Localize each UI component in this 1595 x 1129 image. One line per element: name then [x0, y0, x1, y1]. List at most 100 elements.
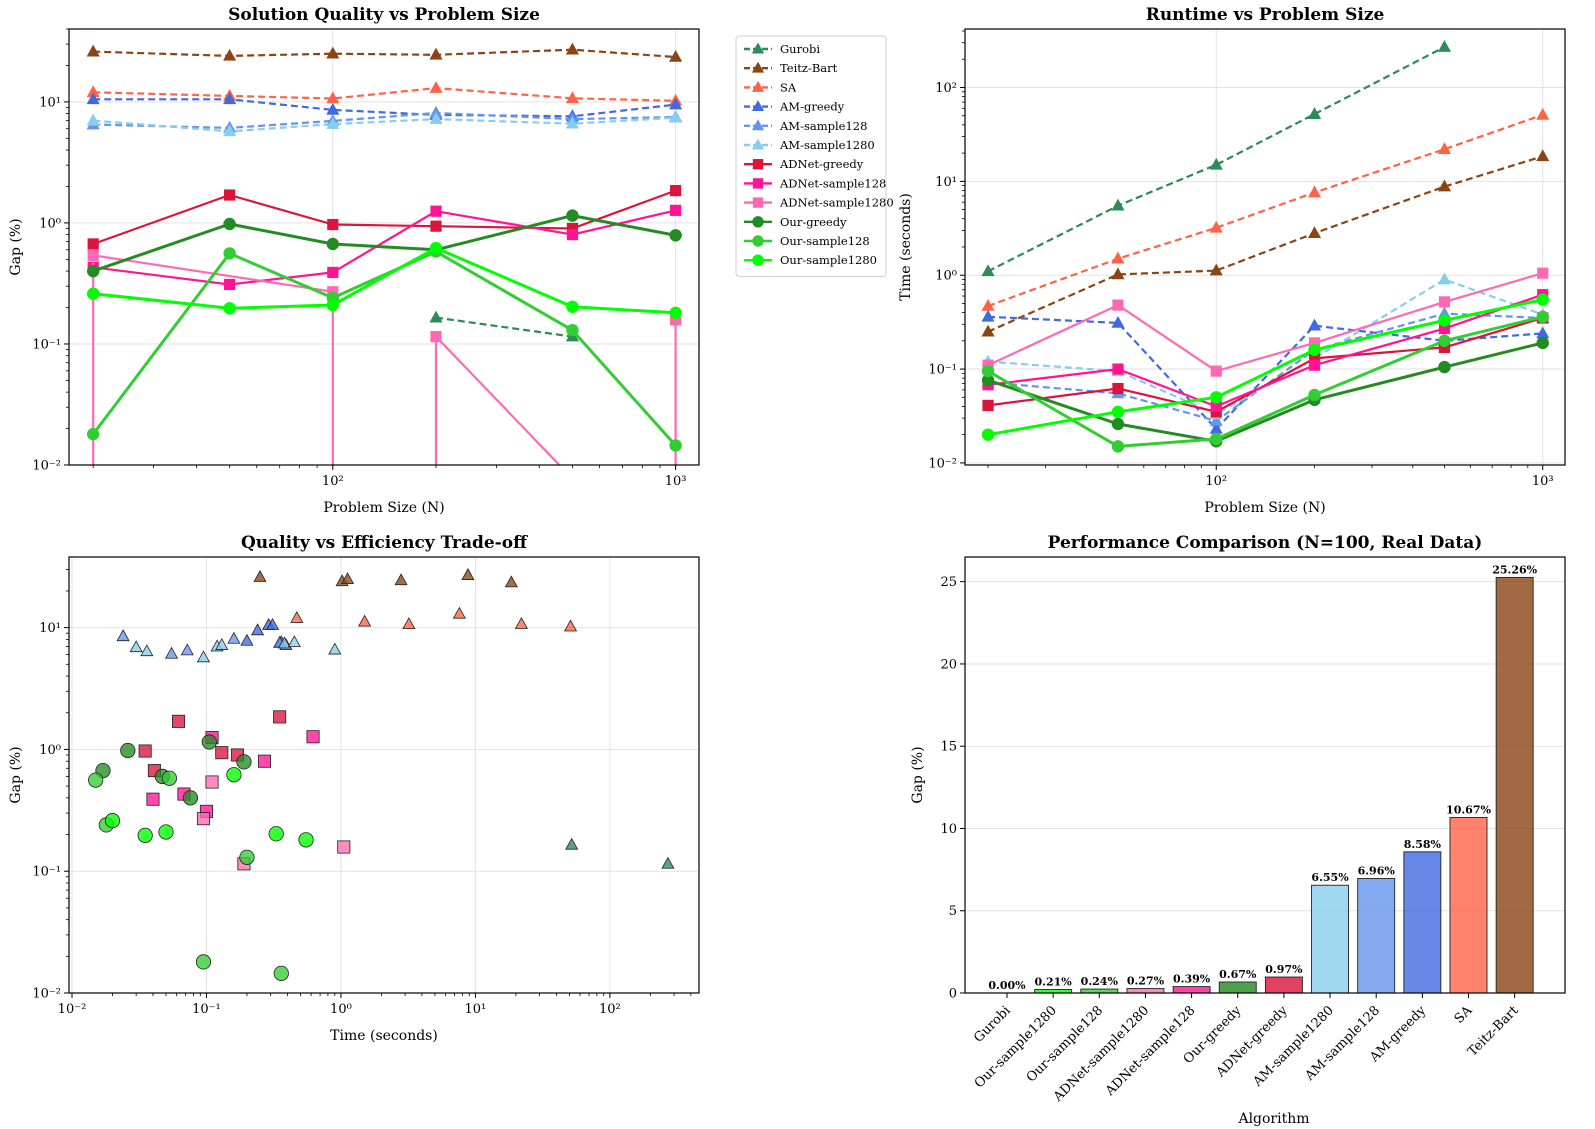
x-tick-label: SA	[1452, 1003, 1476, 1027]
legend-marker-our-sample1280	[752, 254, 764, 266]
runtime-y-axis-label: Time (seconds)	[898, 193, 914, 301]
series-line-am-sample128	[93, 111, 676, 130]
legend-label-adnet-greedy: ADNet-greedy	[779, 157, 864, 171]
data-point-our-sample1280	[981, 428, 995, 441]
scatter-point-our-greedy	[201, 734, 217, 750]
data-point-adnet-sample1280	[1210, 365, 1222, 377]
runtime-chart-title: Runtime vs Problem Size	[1146, 5, 1385, 25]
series-line-gurobi	[987, 46, 1446, 273]
data-point-gurobi	[981, 264, 995, 277]
data-point-am-sample1280	[429, 112, 443, 124]
series-line-adnet-sample128	[987, 293, 1544, 408]
quality-plot-frame	[68, 28, 700, 466]
series-line-adnet-sample1280	[987, 272, 1544, 373]
y-tick-label: 10⁻¹	[32, 337, 61, 352]
data-point-our-greedy	[669, 229, 682, 242]
performance-chart-title: Performance Comparison (N=100, Real Data…	[1048, 533, 1483, 553]
scatter-point-sa	[358, 614, 372, 627]
scatter-point-am-sample1280	[140, 644, 154, 657]
bar-value-label: 8.58%	[1404, 838, 1442, 851]
data-point-our-greedy	[566, 209, 579, 222]
series-line-our-sample128	[987, 315, 1544, 448]
tradeoff-y-axis-label: Gap (%)	[8, 746, 24, 803]
tradeoff-plot-frame	[68, 556, 700, 994]
scatter-point-gurobi	[661, 856, 675, 869]
data-point-adnet-greedy	[430, 220, 442, 232]
series-line-our-greedy	[92, 214, 676, 273]
scatter-point-teitz-bart	[504, 575, 518, 588]
data-point-our-sample1280	[1308, 343, 1321, 357]
legend-marker-am-greedy	[751, 100, 765, 112]
bar-value-label: 25.26%	[1492, 563, 1537, 576]
x-tick-label: 10²	[322, 474, 344, 489]
data-point-adnet-greedy	[1112, 382, 1124, 395]
data-point-am-greedy	[1307, 318, 1322, 331]
solution-quality-chart: 10⁻² 10⁻¹ 10⁰ 10¹ 10² 10³ Solution Quality vs…	[8, 5, 894, 516]
scatter-point-our-sample1280	[104, 813, 121, 829]
quality-legend: Gurobi Teitz-Bart SA AM-greedy AM-sample128 A…	[735, 35, 894, 277]
data-point-our-sample128	[86, 427, 100, 441]
data-point-teitz-bart	[1307, 226, 1322, 239]
bar-value-label: 0.27%	[1127, 975, 1165, 988]
scatter-point-am-greedy	[265, 618, 280, 630]
data-point-sa	[326, 91, 340, 104]
y-tick-label: 10⁰	[935, 269, 957, 284]
scatter-point-sa	[452, 606, 466, 619]
legend-label-teitz-bart: Teitz-Bart	[780, 61, 838, 75]
bar-am-sample128	[1357, 878, 1396, 994]
scatter-point-sa	[563, 619, 578, 632]
scatter-point-our-sample128	[161, 770, 178, 786]
performance-bar-chart: 0.00% 0.21% 0.24% 0.27% 0.39% 0.67% 0.97% 6.55%…	[910, 533, 1566, 1127]
quality-chart-title: Solution Quality vs Problem Size	[228, 5, 540, 25]
scatter-point-adnet-sample128	[146, 792, 160, 806]
performance-plot-frame	[964, 556, 1566, 994]
data-point-teitz-bart	[1536, 149, 1550, 162]
data-point-sa	[1209, 220, 1223, 233]
scatter-point-teitz-bart	[394, 573, 408, 586]
data-point-our-sample1280	[429, 241, 443, 255]
x-tick-label: 10⁻²	[58, 1002, 87, 1017]
x-tick-label: 10²	[1205, 474, 1227, 489]
scatter-point-am-sample1280	[215, 637, 229, 650]
bar-teitz-bart	[1495, 576, 1534, 994]
y-tick-label: 10⁰	[39, 743, 61, 758]
y-tick-label: 10⁻²	[928, 456, 957, 471]
scatter-point-am-sample1280	[328, 642, 342, 655]
runtime-x-axis-label: Problem Size (N)	[1204, 500, 1325, 516]
data-point-sa	[429, 81, 443, 93]
x-tick-label: 10⁻¹	[192, 1002, 221, 1017]
data-point-am-sample1280	[669, 110, 683, 123]
legend-marker-gurobi	[751, 42, 765, 54]
data-point-adnet-sample1280	[1537, 267, 1549, 279]
data-point-gurobi	[1111, 198, 1125, 211]
x-tick-label: 10³	[1532, 474, 1554, 489]
y-tick-label: 10²	[935, 81, 957, 96]
data-point-adnet-greedy	[670, 184, 682, 197]
x-tick-label: Teitz-Bart	[1465, 1003, 1522, 1060]
scatter-point-our-sample128	[88, 772, 104, 788]
scatter-point-our-sample1280	[268, 826, 284, 842]
data-point-our-sample1280	[1536, 293, 1549, 306]
series-line-teitz-bart	[93, 48, 676, 59]
data-point-our-sample1280	[1210, 391, 1223, 404]
bar-adnet-greedy	[1264, 976, 1303, 994]
bar-value-label: 0.67%	[1219, 968, 1257, 981]
data-point-am-sample1280	[326, 117, 340, 129]
y-tick-label: 10¹	[39, 95, 61, 110]
series-line-am-greedy	[93, 98, 676, 118]
legend-label-our-sample128: Our-sample128	[780, 234, 870, 248]
data-point-teitz-bart	[429, 47, 443, 60]
series-line-am-greedy	[987, 315, 1543, 431]
legend-box	[735, 35, 887, 277]
scatter-point-adnet-greedy	[273, 710, 287, 724]
data-point-our-sample128	[1536, 310, 1549, 324]
data-point-gurobi	[1437, 39, 1452, 52]
series-line-sa	[987, 113, 1544, 308]
data-point-adnet-sample128	[430, 205, 442, 217]
data-point-adnet-sample1280	[430, 331, 442, 343]
y-tick-label: 10⁻¹	[928, 363, 957, 378]
scatter-point-adnet-greedy	[215, 746, 229, 760]
data-point-adnet-sample128	[327, 266, 339, 279]
data-point-our-greedy	[1438, 360, 1451, 374]
scatter-point-our-greedy	[182, 790, 199, 806]
